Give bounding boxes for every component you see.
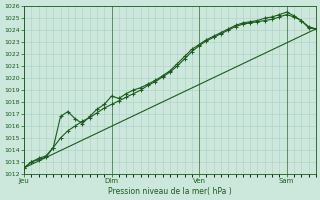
X-axis label: Pression niveau de la mer( hPa ): Pression niveau de la mer( hPa ) xyxy=(108,187,232,196)
